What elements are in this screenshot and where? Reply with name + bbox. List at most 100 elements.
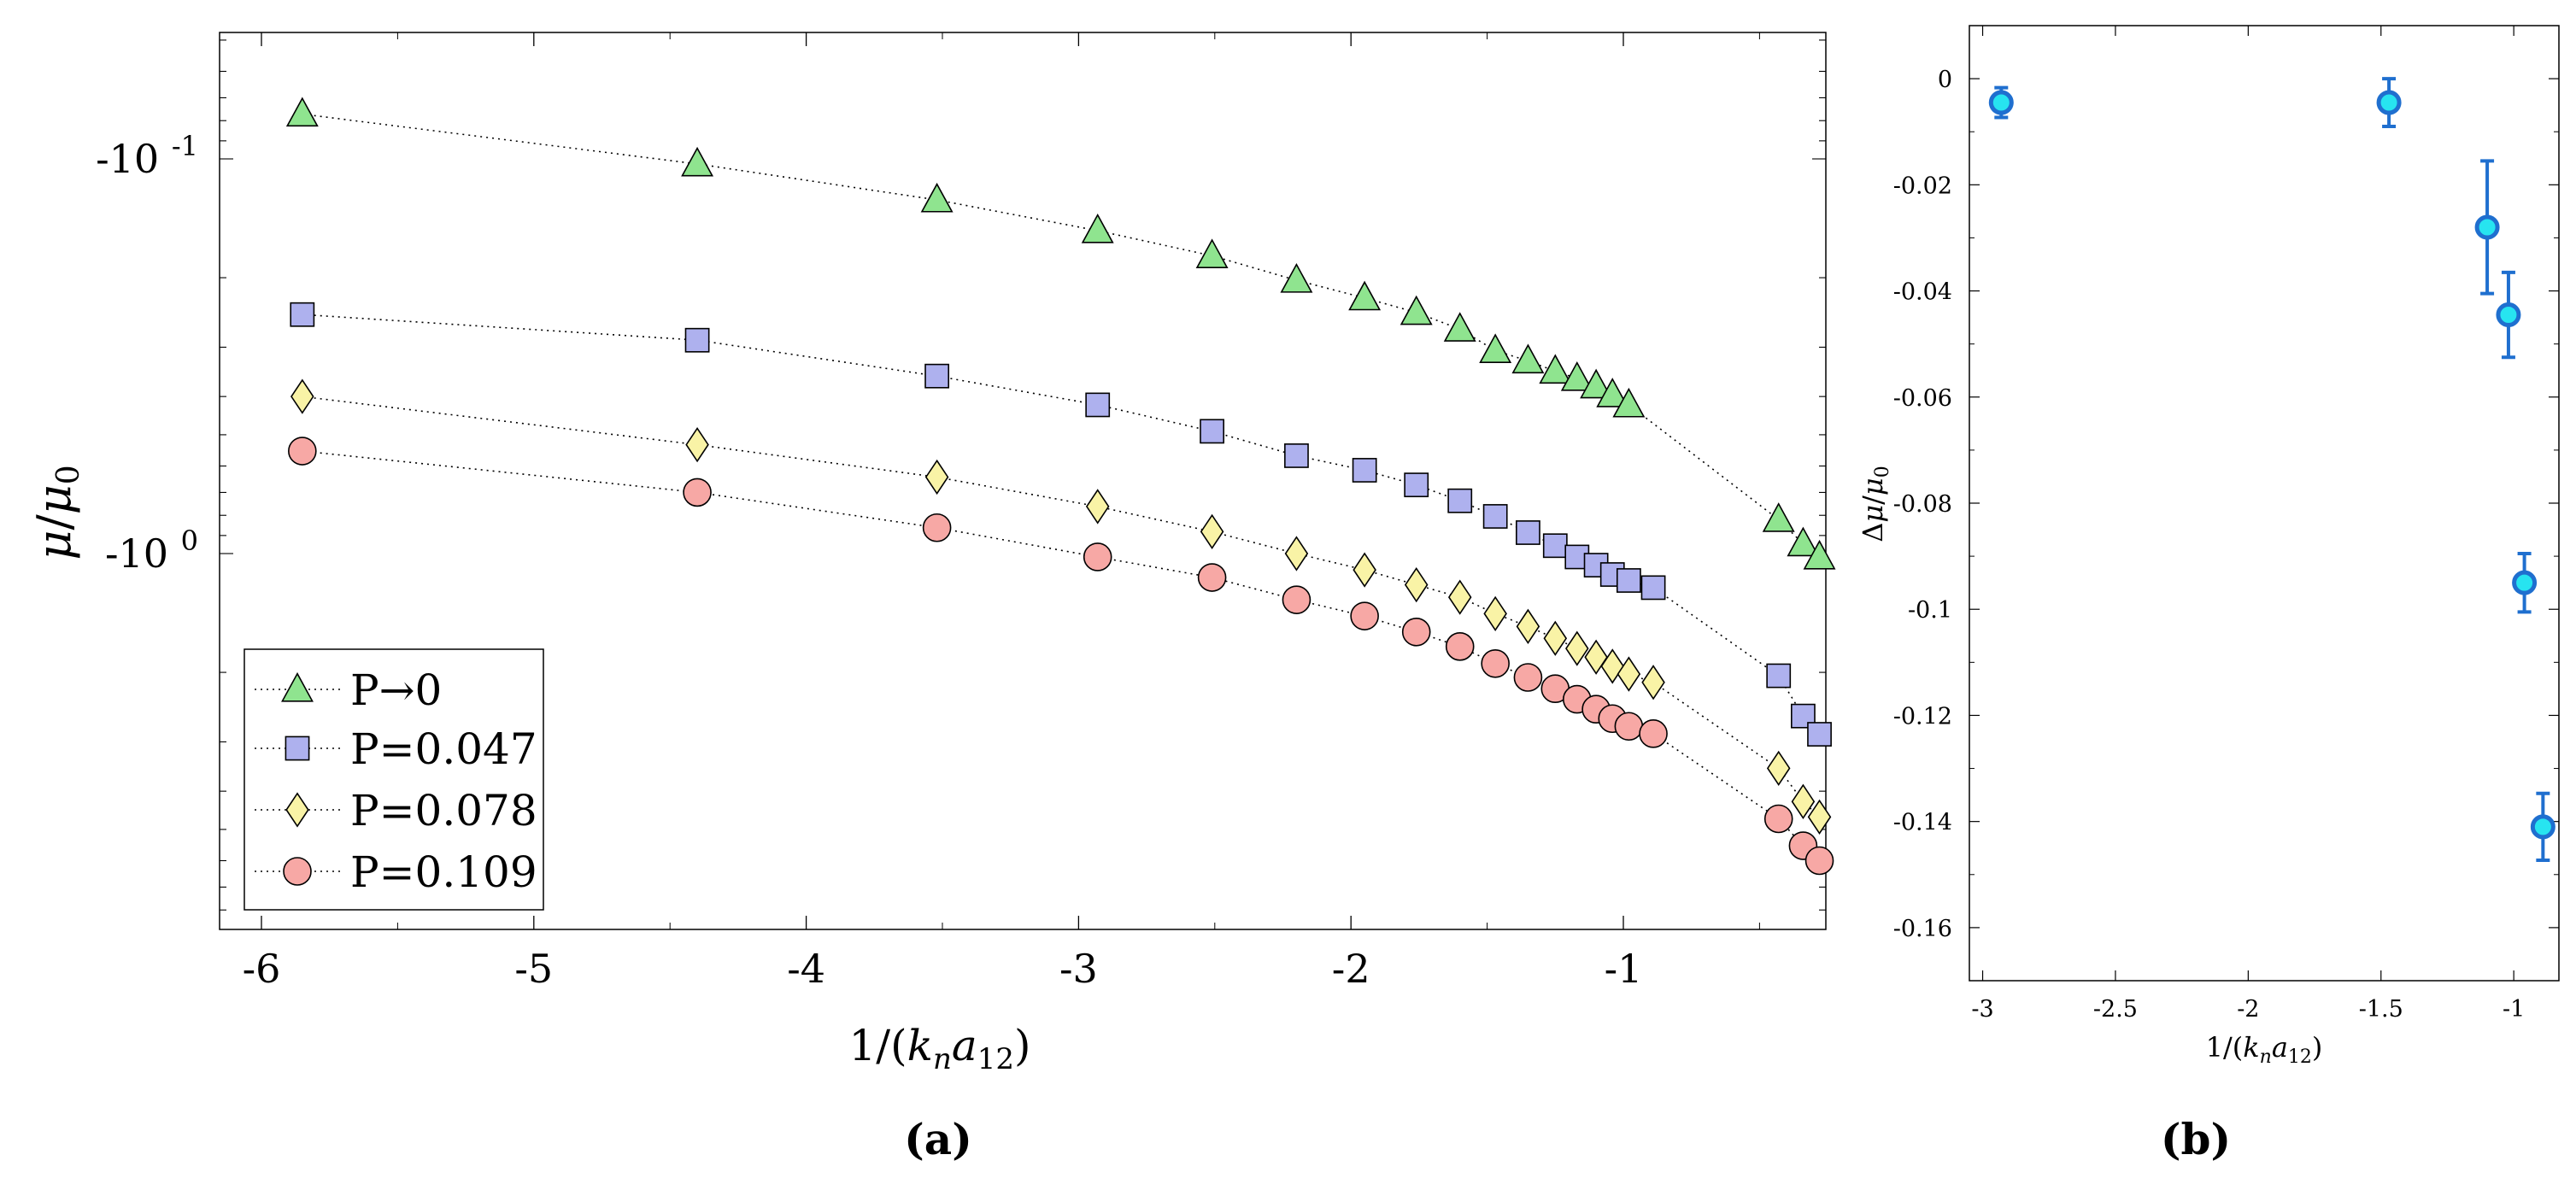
marker-diamond [685,426,709,463]
panel-b: -3 -2.5 -2 -1.5 -1 0 -0.02 -0.04 -0.06 -0.08 -0.1… [1857,25,2560,1164]
x-tick-label: -5 [514,946,553,992]
marker-triangle [1511,343,1545,374]
marker-square [1640,575,1666,601]
x-tick-label: -1.5 [2359,996,2403,1023]
legend-marker-triangle [281,671,314,702]
marker-square [1616,568,1641,593]
marker-diamond [1617,656,1641,692]
error-point [2530,791,2555,863]
data-point [2376,90,2402,115]
marker-diamond [1447,579,1472,615]
marker-triangle [1596,378,1629,407]
panel-a-markers [285,97,1836,876]
marker-circle [1804,846,1834,876]
legend-label: P=0.047 [350,724,537,774]
panel-b-label: (b) [2161,1114,2231,1164]
marker-circle [288,437,317,466]
marker-triangle [285,97,319,127]
marker-diamond [1543,620,1568,656]
legend-label: P=0.109 [350,847,537,897]
marker-square [1404,472,1429,498]
y-tick-label: -10 0 [105,525,198,577]
marker-square [1542,533,1568,559]
marker-square [1807,722,1832,747]
x-tick-label: -1 [1605,946,1643,992]
panel-a-label: (a) [904,1114,972,1164]
x-tick-label: -2 [2237,996,2259,1023]
marker-circle [683,478,712,507]
marker-circle [1083,542,1112,571]
marker-diamond [1641,665,1665,700]
marker-circle [1513,663,1543,692]
x-tick-label: -2.5 [2093,996,2138,1023]
marker-triangle [920,182,954,213]
marker-triangle [1762,502,1795,532]
legend-marker-circle [283,857,312,886]
y-tick-label: -0.06 [1893,385,1952,412]
marker-diamond [1565,630,1589,666]
marker-triangle [1399,295,1433,325]
marker-diamond [1284,536,1309,571]
marker-diamond [1584,639,1608,675]
x-tick-label: -6 [243,946,281,992]
y-tick-label: -0.02 [1893,173,1952,199]
legend-label: P→0 [350,665,442,715]
panel-b-x-axis-label: 1/(kna12) [2206,1031,2323,1068]
panel-b-points [1988,77,2555,863]
marker-square [1482,504,1508,529]
marker-square [924,363,950,389]
marker-triangle [1803,539,1836,570]
error-point [2512,552,2538,614]
panel-a-x-tick-labels: -6 -5 -4 -3 -2 -1 [243,946,1643,992]
data-point [2496,302,2521,328]
data-point [2530,814,2555,840]
x-tick-label: -4 [787,946,825,992]
marker-diamond [1353,552,1376,588]
panel-a: -6 -5 -4 -3 -2 -1 -10 -1-10 0 1/(kna12) μ/μ0 … [27,32,1836,1164]
marker-square [1766,663,1792,689]
marker-triangle [1280,262,1313,293]
marker-triangle [1580,368,1613,399]
x-tick-label: -3 [1059,946,1098,992]
marker-diamond [1085,489,1110,525]
marker-diamond [1766,750,1791,787]
marker-diamond [1483,595,1507,631]
marker-circle [1197,563,1227,592]
marker-circle [1401,617,1431,647]
marker-circle [1282,585,1311,614]
series-line-3 [302,450,1821,862]
panel-a-plot-frame [219,32,1827,930]
marker-square [1516,520,1540,545]
marker-triangle [1560,360,1593,391]
marker-circle [922,513,952,542]
marker-triangle [1443,312,1476,342]
marker-circle [1763,804,1793,834]
marker-circle [1350,601,1379,630]
marker-square [1447,488,1473,513]
panel-b-y-tick-labels: 0 -0.02 -0.04 -0.06 -0.08 -0.1 -0.12 -0.14 -0.16 [1893,67,1952,942]
marker-square [1352,458,1377,483]
error-point [1988,85,2014,120]
data-point [2512,570,2538,595]
y-tick-label: -0.14 [1893,810,1952,836]
panel-b-x-tick-labels: -3 -2.5 -2 -1.5 -1 [1971,996,2525,1023]
panel-a-y-tick-labels: -10 -1 -10 0 [96,130,198,577]
marker-square [290,302,315,327]
marker-square [1284,443,1309,468]
y-tick-label: -0.12 [1893,703,1952,730]
marker-triangle [1539,354,1572,384]
y-tick-label: -10 -1 [96,130,198,182]
legend-label: P=0.078 [350,786,537,835]
panel-a-ticks [220,32,1826,929]
marker-square [1200,419,1225,444]
marker-circle [1639,719,1668,748]
panel-b-ticks [1969,25,2559,982]
marker-diamond [1404,566,1429,603]
marker-triangle [1081,213,1114,243]
error-point [2474,159,2500,296]
marker-triangle [1348,280,1382,311]
legend-marker-square [285,736,310,761]
marker-diamond [1200,513,1224,549]
marker-diamond [924,459,949,495]
